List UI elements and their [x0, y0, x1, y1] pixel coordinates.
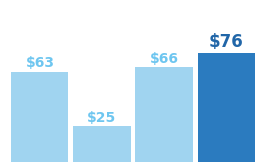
Bar — [135, 67, 193, 162]
Bar — [198, 53, 255, 162]
Text: $66: $66 — [149, 52, 178, 66]
Text: $63: $63 — [25, 56, 55, 70]
Text: $25: $25 — [87, 111, 117, 125]
Bar — [73, 126, 131, 162]
Bar — [11, 72, 68, 162]
Text: $76: $76 — [209, 33, 243, 52]
